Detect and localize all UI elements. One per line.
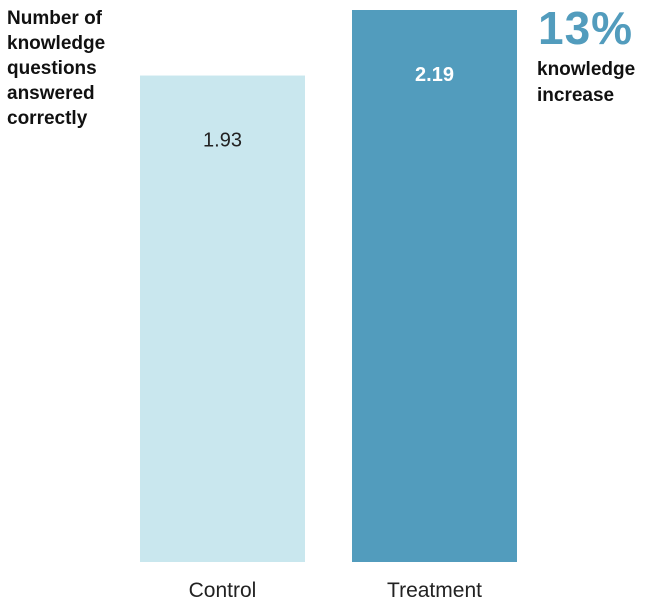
value-label-treatment: 2.19 xyxy=(415,64,454,86)
category-label-control: Control xyxy=(189,579,257,602)
percent-increase-callout: 13% xyxy=(538,2,634,54)
y-axis-label: Number of knowledge questions answered c… xyxy=(7,8,106,129)
bar-control xyxy=(140,75,305,563)
value-label-control: 1.93 xyxy=(203,130,242,152)
bar-treatment xyxy=(352,10,517,562)
callout-caption: knowledge increase xyxy=(537,59,636,106)
category-label-treatment: Treatment xyxy=(387,579,482,602)
